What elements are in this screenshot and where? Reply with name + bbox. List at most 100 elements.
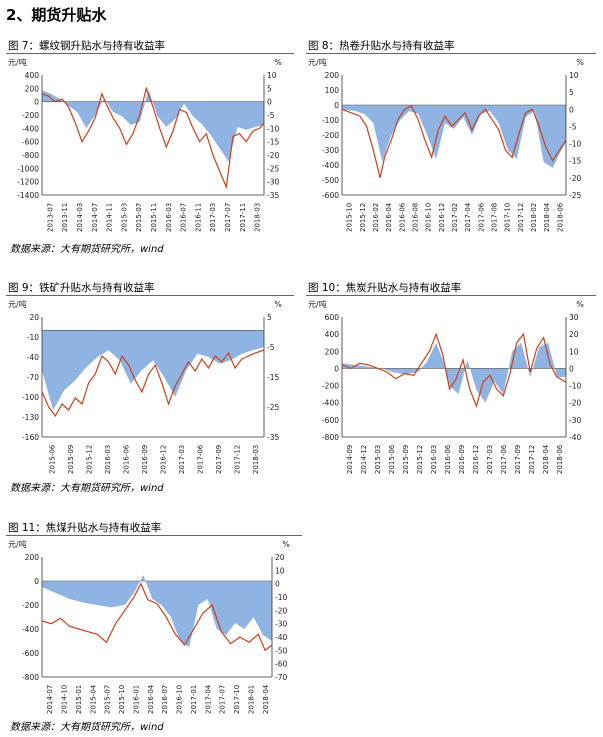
left-tick-label: 400	[325, 330, 340, 339]
left-tick-label: -1200	[17, 178, 39, 187]
x-tick-label: 2016-10	[176, 685, 184, 714]
left-tick-label: 400	[25, 71, 40, 80]
left-unit-label: 元/吨	[8, 539, 27, 549]
right-tick-label: -20	[267, 151, 279, 160]
right-tick-label: 0	[275, 580, 280, 589]
x-tick-label: 2016-07	[180, 203, 188, 232]
left-unit-label: 元/吨	[308, 57, 327, 67]
area-series-升贴水	[42, 575, 272, 647]
left-tick-label: -100	[22, 393, 39, 402]
right-tick-label: -35	[267, 191, 279, 200]
right-tick-label: 10	[569, 347, 579, 356]
right-tick-label: 10	[569, 71, 579, 80]
x-tick-label: 2017-09	[514, 445, 522, 474]
fig9-title: 图 9：铁矿升贴水与持有收益率	[8, 282, 155, 294]
right-tick-label: -35	[267, 433, 279, 442]
fig11-title: 图 11：焦煤升贴水与持有收益率	[8, 522, 162, 534]
x-tick-label: 2015-07	[104, 685, 112, 714]
x-tick-label: 2017-06	[477, 202, 485, 232]
right-tick-label: -10	[569, 382, 581, 391]
x-tick-label: 2017-06	[196, 444, 204, 474]
right-tick-label: -70	[275, 673, 287, 682]
right-tick-label: 5	[569, 88, 574, 97]
x-tick-label: 2015-04	[89, 684, 97, 714]
x-tick-label: 2017-12	[233, 445, 241, 474]
x-tick-label: 2015-12	[85, 445, 93, 474]
right-tick-label: -5	[569, 122, 577, 131]
x-tick-label: 2016-12	[472, 445, 480, 474]
left-unit-label: 元/吨	[8, 299, 27, 309]
x-tick-label: 2016-04	[385, 202, 393, 232]
right-unit-label: %	[576, 300, 584, 309]
right-tick-label: 20	[569, 330, 579, 339]
source-note-1: 数据来源：大有期货研究所，wind	[10, 244, 164, 255]
x-tick-label: 2015-01	[75, 685, 83, 714]
left-tick-label: 100	[325, 86, 340, 95]
fig7-title: 图 7：螺纹钢升贴水与持有收益率	[8, 40, 166, 52]
right-tick-label: -40	[275, 633, 287, 642]
right-tick-label: -40	[569, 433, 581, 442]
x-tick-label: 2016-07	[161, 685, 169, 714]
left-tick-label: 200	[25, 84, 40, 93]
right-tick-label: -25	[267, 164, 279, 173]
area-series-升贴水	[42, 330, 264, 411]
right-tick-label: -30	[275, 620, 287, 629]
x-tick-label: 2014-10	[61, 685, 69, 714]
x-tick-label: 2017-03	[178, 445, 186, 474]
left-tick-label: -600	[322, 416, 339, 425]
left-tick-label: -200	[322, 131, 339, 140]
left-tick-label: -800	[322, 433, 339, 442]
left-tick-label: -200	[22, 601, 39, 610]
x-tick-label: 2018-03	[252, 445, 260, 474]
left-tick-label: -400	[22, 124, 39, 133]
section-title: 2、期货升贴水	[6, 6, 107, 24]
x-tick-label: 2013-07	[46, 203, 54, 232]
left-tick-label: -200	[322, 382, 339, 391]
left-tick-label: 20	[29, 313, 39, 322]
fig11-title-rule	[6, 535, 302, 536]
right-tick-label: -20	[569, 399, 581, 408]
x-tick-label: 2017-07	[219, 685, 227, 714]
x-tick-label: 2015-06	[48, 444, 56, 474]
x-tick-label: 2016-10	[425, 203, 433, 232]
x-tick-label: 2015-07	[135, 203, 143, 232]
right-tick-label: 0	[267, 98, 272, 107]
line-series-持有收益率	[41, 349, 265, 418]
left-tick-label: -70	[27, 373, 39, 382]
right-unit-label: %	[274, 58, 282, 67]
left-tick-label: -600	[22, 649, 39, 658]
right-tick-label: 20	[275, 553, 285, 562]
right-tick-label: -5	[267, 111, 275, 120]
x-tick-label: 2016-02	[372, 203, 380, 232]
left-tick-label: -100	[322, 116, 339, 125]
line-series-持有收益率	[341, 332, 567, 408]
right-tick-label: -25	[267, 403, 279, 412]
x-tick-label: 2016-03	[430, 445, 438, 474]
left-unit-label: 元/吨	[8, 57, 27, 67]
x-tick-label: 2017-12	[528, 445, 536, 474]
x-tick-label: 2015-11	[150, 203, 158, 232]
x-tick-label: 2017-12	[517, 203, 525, 232]
right-tick-label: -20	[275, 606, 287, 615]
fig10-title-rule	[306, 295, 596, 296]
x-tick-label: 2018-02	[530, 203, 538, 232]
x-tick-label: 2016-06	[398, 202, 406, 232]
x-tick-label: 2016-06	[122, 444, 130, 474]
right-tick-label: -30	[569, 416, 581, 425]
x-tick-label: 2014-07	[91, 203, 99, 232]
right-tick-label: 10	[275, 566, 285, 575]
right-tick-label: 30	[569, 313, 579, 322]
fig10-title: 图 10：焦炭升贴水与持有收益率	[308, 282, 462, 294]
x-tick-label: 2017-10	[233, 685, 241, 714]
x-tick-label: 2017-11	[239, 203, 247, 232]
x-tick-label: 2017-10	[504, 203, 512, 232]
x-tick-label: 2016-09	[141, 445, 149, 474]
left-unit-label: 元/吨	[308, 299, 327, 309]
fig7-title-rule	[6, 53, 294, 54]
x-tick-label: 2017-03	[486, 445, 494, 474]
x-tick-label: 2017-07	[224, 203, 232, 232]
fig11-chart: 元/吨 % 200 0 -200 -400 -600 -800 20 10 0 -10 -20 -30 -4…	[8, 539, 290, 714]
right-tick-label: -15	[267, 373, 279, 382]
x-tick-label: 2016-11	[194, 203, 202, 232]
x-tick-label: 2018-04	[542, 444, 550, 474]
